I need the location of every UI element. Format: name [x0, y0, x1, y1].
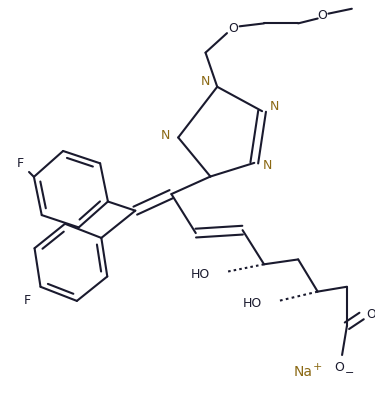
Text: Na: Na [294, 364, 312, 379]
Text: O: O [334, 361, 344, 374]
Text: F: F [23, 294, 30, 307]
Text: N: N [161, 129, 170, 142]
Text: −: − [345, 368, 354, 377]
Text: N: N [270, 100, 279, 113]
Text: N: N [201, 75, 210, 88]
Text: HO: HO [191, 268, 210, 281]
Text: O: O [228, 22, 238, 35]
Text: +: + [313, 362, 322, 372]
Text: F: F [16, 157, 24, 170]
Text: N: N [262, 159, 272, 172]
Text: O: O [318, 9, 327, 22]
Text: O: O [366, 308, 375, 321]
Text: HO: HO [243, 297, 262, 310]
